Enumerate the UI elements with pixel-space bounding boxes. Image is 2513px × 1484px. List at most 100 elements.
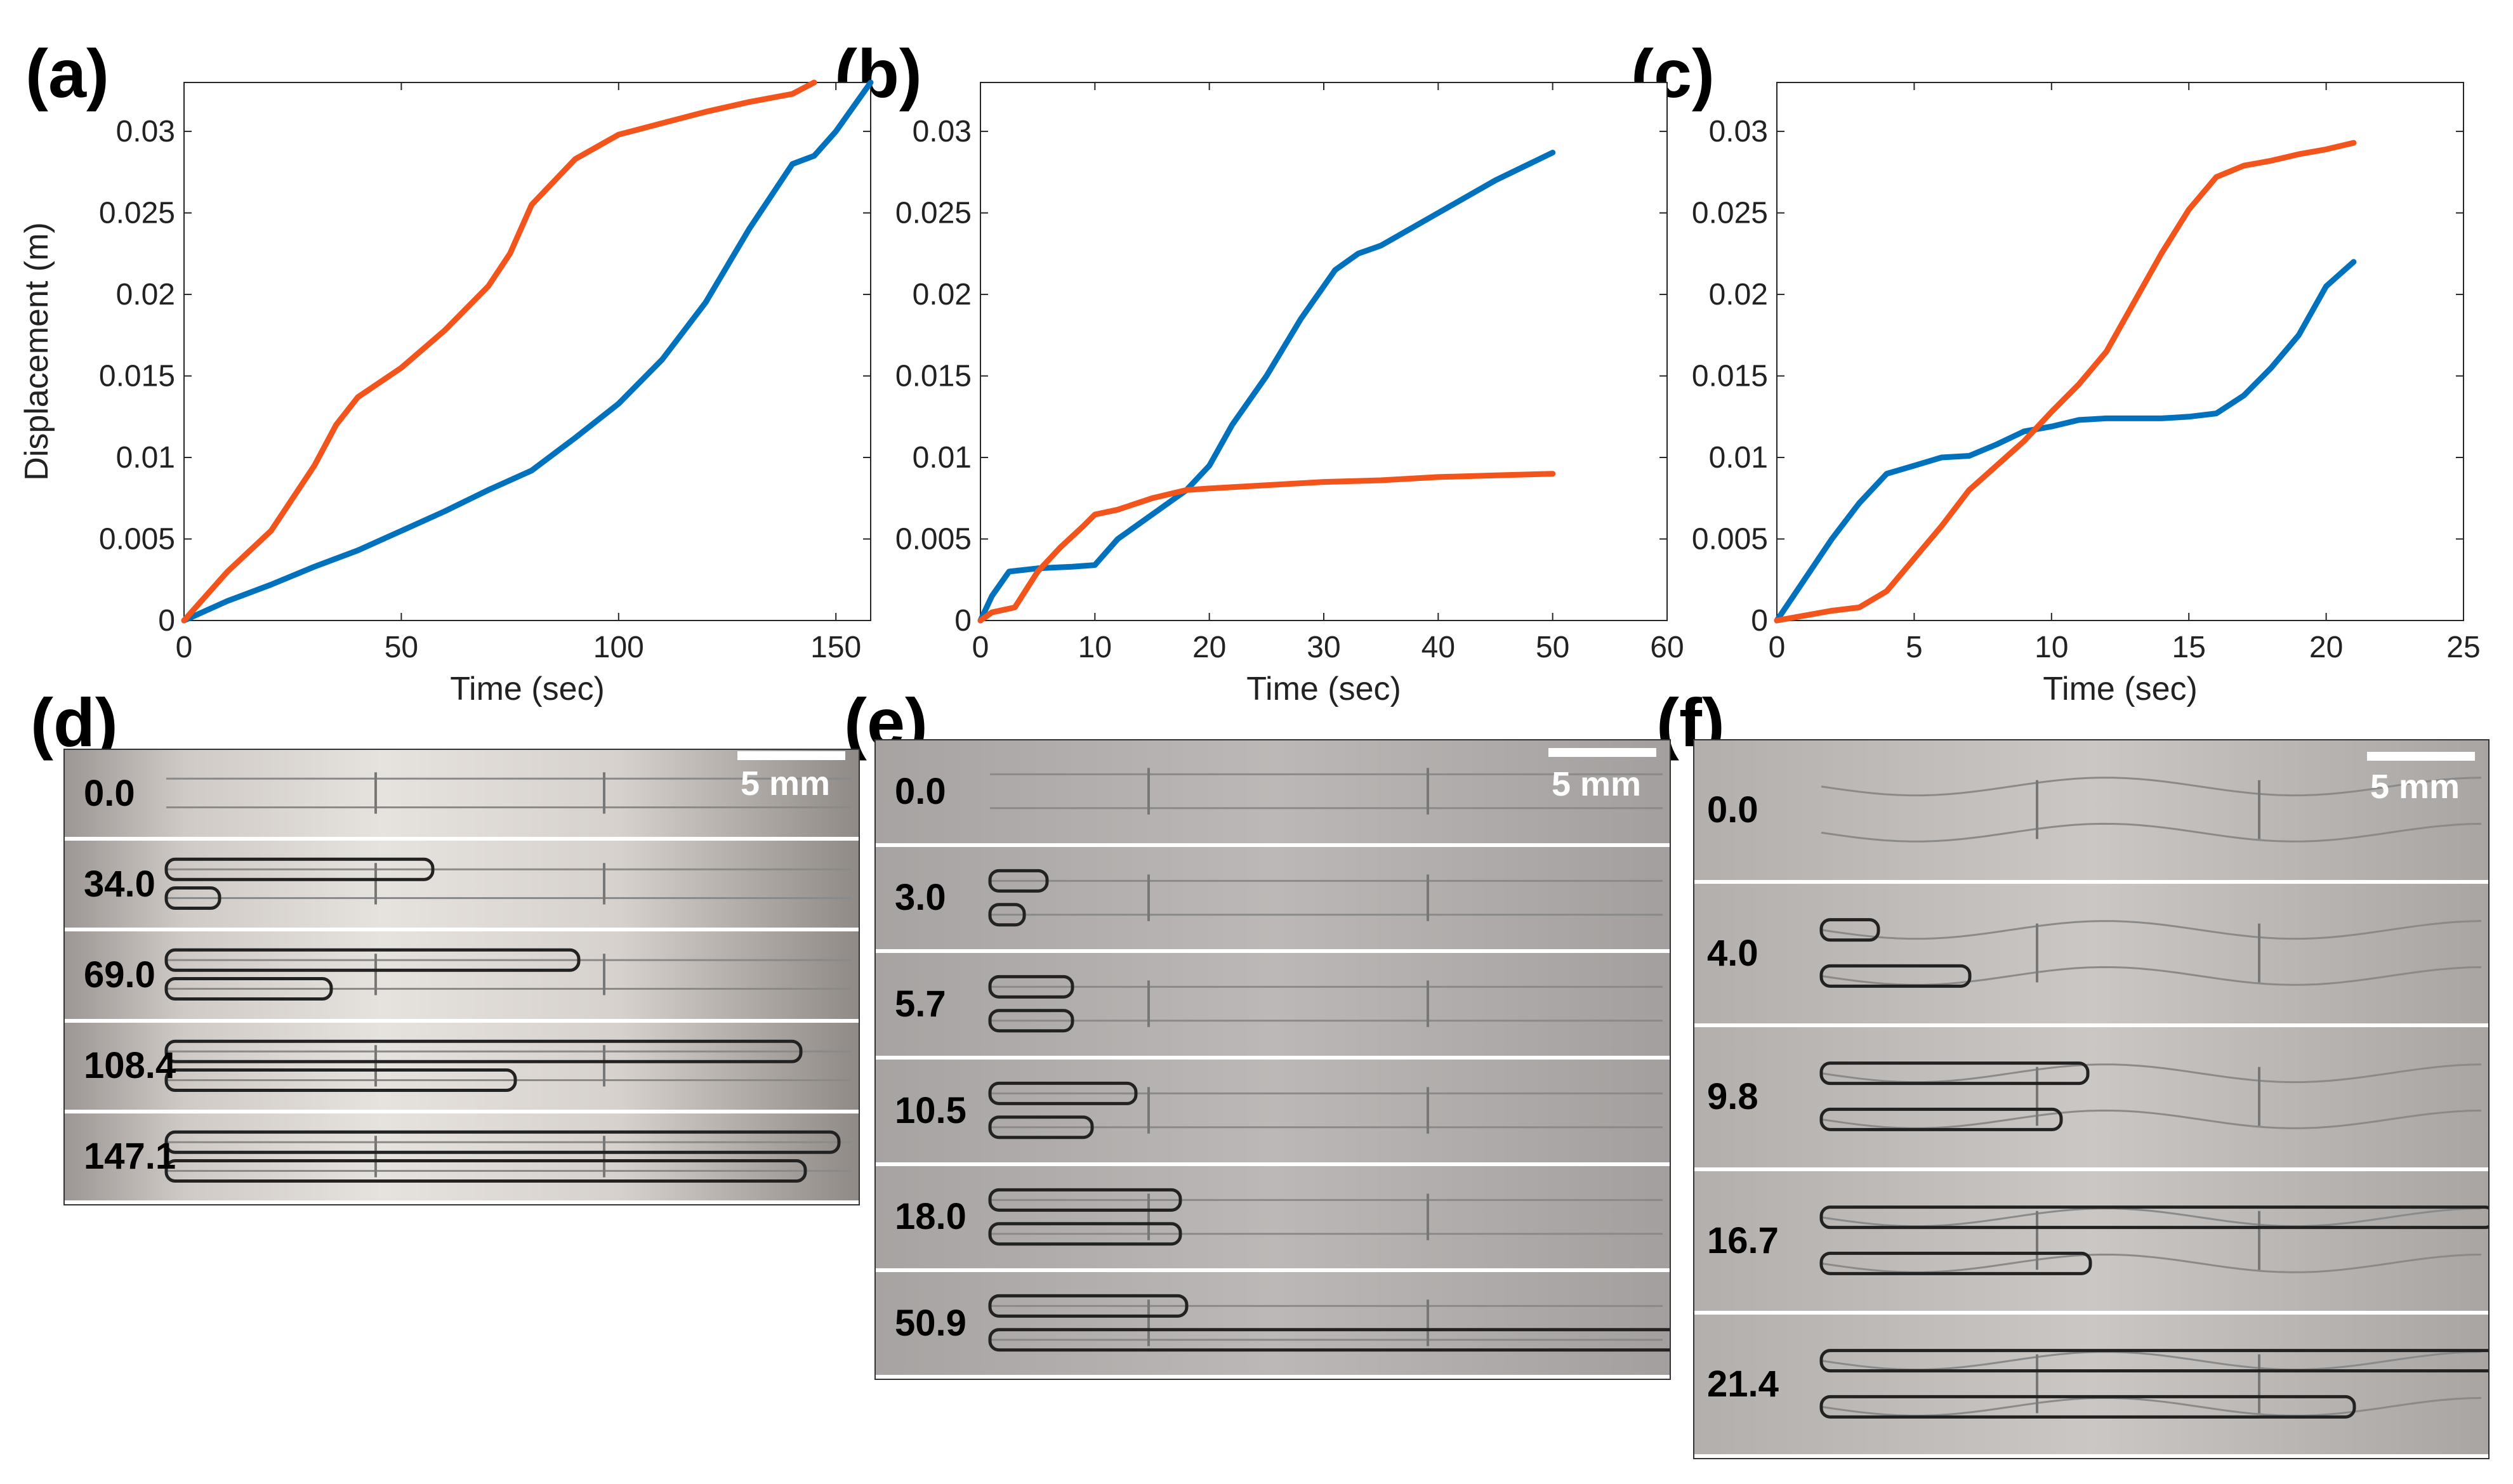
frame-time-label: 0.0 (1707, 789, 1758, 831)
channel-wall (1821, 1110, 2482, 1130)
channel-wall (1821, 1350, 2482, 1370)
plot-area (980, 82, 1668, 621)
y-tick-label: 0.005 (99, 523, 175, 556)
x-tick-label: 40 (1421, 631, 1455, 664)
y-tick-label: 0.03 (913, 115, 972, 148)
channel-wall (1821, 1207, 2482, 1227)
image-frame: 0.0 (876, 740, 1670, 847)
y-tick-label: 0.015 (895, 360, 972, 393)
x-tick-label: 20 (1192, 631, 1226, 664)
fluid-front (988, 869, 1049, 893)
channel-drawing (164, 1130, 852, 1183)
panel-label-d: (d) (30, 684, 118, 761)
y-tick-label: 0.005 (895, 523, 972, 556)
scale-bar (1548, 748, 1656, 757)
line-charts: 0 50 100 15000.0050.010.0150.020.0250.03Tim… (18, 79, 2481, 707)
y-tick-label: 0.02 (1709, 278, 1768, 312)
frame-time-label: 10.5 (895, 1089, 966, 1131)
image-frame: 34.0 (65, 841, 859, 932)
channel-drawing (988, 1188, 1663, 1245)
fluid-front-lower (988, 1328, 1670, 1352)
fluid-front (1819, 1348, 2488, 1372)
channel-wall (1821, 777, 2482, 797)
channel-drawing (1819, 1061, 2482, 1132)
panel-label-a: (a) (25, 35, 109, 112)
frame-time-label: 0.0 (84, 772, 135, 814)
channel-drawing (164, 857, 852, 910)
plot-area (183, 82, 871, 621)
y-tick-label: 0.03 (1709, 115, 1768, 148)
image-frame: 3.0 (876, 846, 1670, 954)
frame-time-label: 16.7 (1707, 1219, 1779, 1261)
y-axis-label: Displacement (m) (18, 222, 55, 480)
image-frame: 0.0 (1694, 740, 2488, 884)
channel-drawing (1819, 1205, 2488, 1275)
x-tick-label: 50 (1536, 631, 1569, 664)
y-tick-label: 0.015 (1692, 360, 1768, 393)
image-frame: 10.5 (876, 1060, 1670, 1166)
image-frame: 108.4 (65, 1022, 859, 1113)
fluid-front-lower (164, 886, 221, 910)
frame-time-label: 21.4 (1707, 1363, 1779, 1405)
series-line-orange (1774, 140, 2357, 624)
fluid-front (164, 1039, 803, 1063)
channel-wall (1821, 1396, 2482, 1417)
channel-drawing (990, 768, 1663, 815)
fluid-front (1819, 1205, 2488, 1229)
channel-wall (1821, 1063, 2482, 1084)
frame-time-label: 34.0 (84, 863, 155, 905)
channel-drawing (988, 975, 1663, 1033)
channel-drawing (1819, 1348, 2488, 1419)
x-tick-label: 15 (2172, 631, 2206, 664)
x-axis-label: Time (sec) (450, 671, 605, 707)
fluid-front-lower (1819, 1108, 2063, 1132)
y-tick-label: 0 (954, 604, 972, 638)
image-frame: 5.7 (876, 953, 1670, 1060)
fluid-front (988, 1188, 1182, 1212)
channel-drawing (166, 772, 852, 814)
frame-time-label: 18.0 (895, 1196, 966, 1238)
channel-drawing (1819, 918, 2482, 988)
image-frame: 4.0 (1694, 884, 2488, 1028)
image-frame: 0.0 (65, 750, 859, 841)
x-tick-label: 60 (1650, 631, 1684, 664)
x-axis-label: Time (sec) (1246, 671, 1401, 707)
channel-wall (1821, 1253, 2482, 1273)
image-frame: 16.7 (1694, 1171, 2488, 1315)
chart-1: 0 10 20 30 40 50 60 0 0.005 0.01 0.015 0.02 0.025 0.0… (895, 82, 1684, 707)
x-tick-label: 25 (2446, 631, 2480, 664)
photo-panel-f: 21.4 16.7 9.8 4.0 0.0 5 mm (1693, 739, 2490, 1459)
y-tick-label: 0.005 (1692, 523, 1768, 556)
fluid-front (1819, 1061, 2090, 1086)
fluid-front-lower (988, 1009, 1074, 1033)
x-axis-label: Time (sec) (2043, 671, 2198, 707)
image-frame: 69.0 (65, 931, 859, 1023)
scale-bar (2367, 752, 2475, 761)
y-tick-label: 0.01 (913, 441, 972, 475)
photo-panel-d: 147.1 108.4 69.0 34.0 0.0 5 mm (63, 749, 860, 1205)
channel-wall (1821, 920, 2482, 940)
series-line-blue (1774, 259, 2357, 624)
photo-panel-e: 50.9 18.0 10.5 5.7 3.0 0.0 5 mm (874, 739, 1671, 1380)
frame-time-label: 147.1 (84, 1136, 176, 1178)
fluid-front-lower (164, 1068, 517, 1092)
frame-time-label: 9.8 (1707, 1076, 1758, 1118)
y-tick-label: 0.025 (99, 197, 175, 230)
frame-time-label: 69.0 (84, 954, 155, 995)
y-tick-label: 0 (1751, 604, 1768, 638)
fluid-front-lower (988, 902, 1026, 926)
channel-drawing (988, 1081, 1663, 1139)
frame-time-label: 3.0 (895, 877, 946, 919)
channel-drawing (1821, 777, 2482, 843)
channel-drawing (988, 1294, 1670, 1352)
x-tick-label: 100 (593, 631, 644, 664)
fluid-front (164, 1130, 841, 1154)
fluid-front (988, 1294, 1189, 1318)
fluid-front-lower (164, 1159, 807, 1183)
channel-wall (1821, 966, 2482, 986)
x-tick-label: 50 (385, 631, 418, 664)
x-tick-label: 0 (1769, 631, 1786, 664)
y-tick-label: 0.02 (116, 278, 175, 312)
scale-bar (737, 751, 845, 760)
scale-label: 5 mm (741, 765, 831, 803)
